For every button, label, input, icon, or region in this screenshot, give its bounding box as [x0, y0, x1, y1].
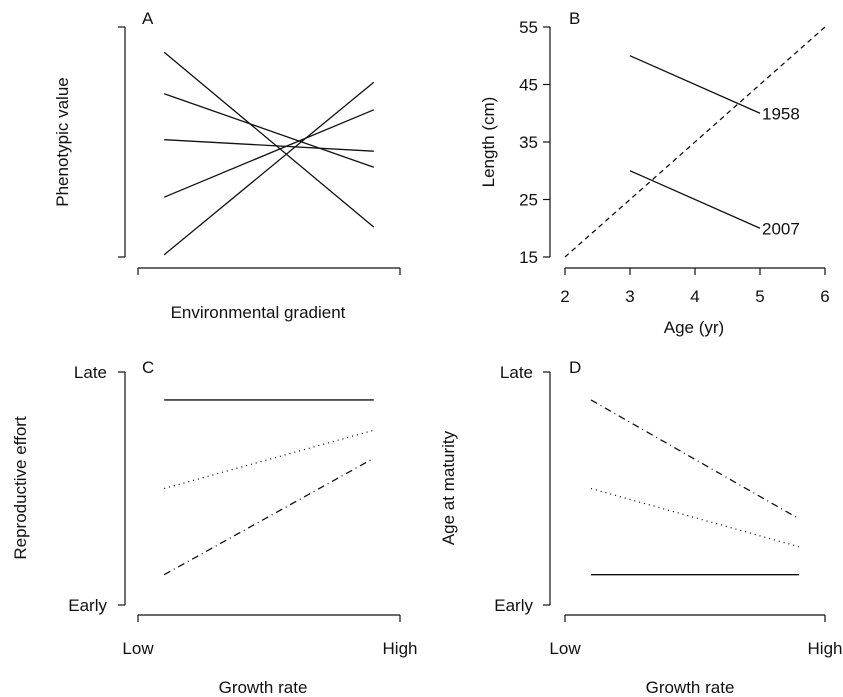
- x-tick-label: High: [808, 639, 843, 658]
- x-tick-label: 3: [625, 287, 634, 306]
- y-tick-label: 45: [519, 76, 538, 95]
- series-line: [590, 399, 800, 520]
- series-line: [163, 109, 375, 198]
- panel-title: A: [142, 9, 154, 28]
- series-end-label: 2007: [762, 219, 800, 238]
- series-line: [629, 170, 761, 229]
- x-tick-label: 5: [755, 287, 764, 306]
- x-tick-label: 4: [690, 287, 699, 306]
- series-line: [164, 139, 374, 152]
- y-axis-label: Length (cm): [479, 97, 498, 188]
- y-tick-label: 25: [519, 191, 538, 210]
- series-line: [629, 55, 761, 114]
- y-tick-label: 35: [519, 133, 538, 152]
- y-tick-label: Late: [74, 363, 107, 382]
- x-axis-label: Age (yr): [664, 318, 724, 337]
- x-axis-label: Growth rate: [219, 678, 308, 697]
- y-tick-label: Early: [68, 596, 107, 615]
- y-tick-label: 15: [519, 248, 538, 267]
- series-line: [590, 487, 800, 548]
- series-line: [163, 93, 375, 168]
- y-axis-label: Phenotypic value: [53, 77, 72, 206]
- panel-title: D: [569, 358, 581, 377]
- panel-d: Early Late Low High D Growth rate Age at matur…: [439, 358, 842, 697]
- x-axis-label: Environmental gradient: [171, 303, 346, 322]
- y-tick-label: Early: [494, 596, 533, 615]
- y-tick-label: Late: [500, 363, 533, 382]
- y-tick-label: 55: [519, 18, 538, 37]
- x-tick-label: 2: [560, 287, 569, 306]
- x-tick-label: High: [383, 639, 418, 658]
- panel-c: Early Late Low High C Growth rate Reproductive…: [11, 358, 417, 697]
- x-tick-label: 6: [820, 287, 829, 306]
- x-tick-label: Low: [122, 639, 154, 658]
- panel-title: C: [142, 358, 154, 377]
- series-end-label: 1958: [762, 104, 800, 123]
- panel-title: B: [569, 9, 580, 28]
- series-line: [163, 457, 375, 576]
- series-line: [564, 26, 826, 258]
- y-axis-label: Reproductive effort: [11, 416, 30, 560]
- x-tick-label: Low: [549, 639, 581, 658]
- series-line: [164, 429, 374, 490]
- series-line: [163, 81, 375, 256]
- series-line: [163, 51, 375, 228]
- panel-a: A Environmental gradient Phenotypic value: [53, 9, 401, 322]
- x-axis-label: Growth rate: [646, 678, 735, 697]
- y-axis-label: Age at maturity: [439, 430, 458, 545]
